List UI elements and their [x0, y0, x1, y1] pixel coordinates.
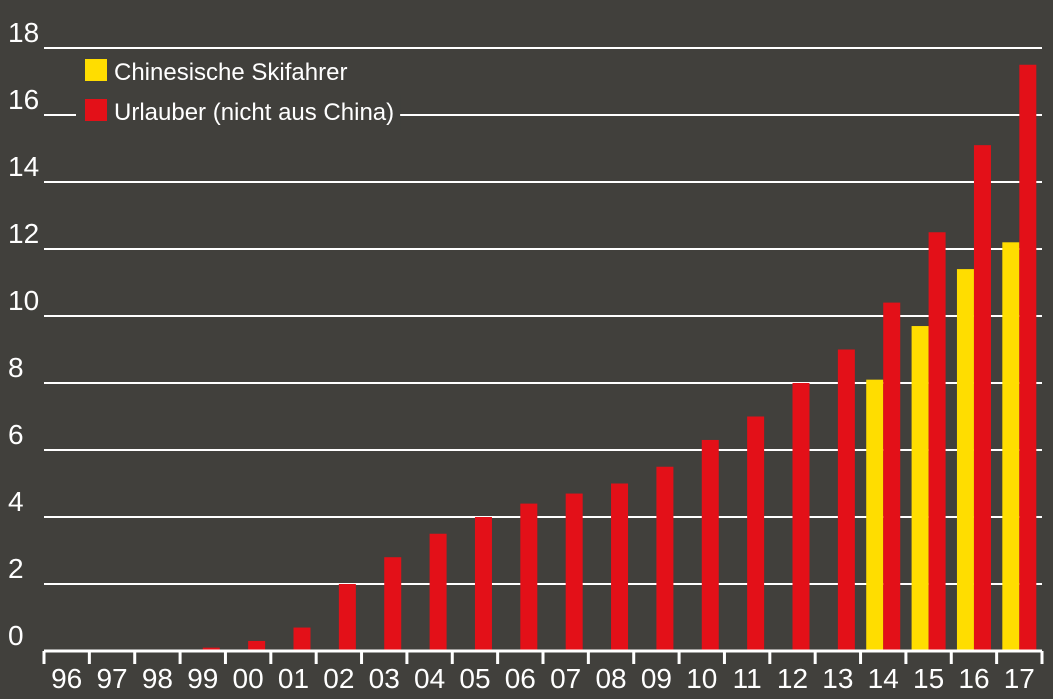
bar-urlauber-14 — [883, 302, 901, 651]
x-tick-label-15: 15 — [913, 663, 944, 694]
bar-urlauber-08 — [611, 483, 629, 651]
x-tick-label-17: 17 — [1004, 663, 1035, 694]
x-tick-label-03: 03 — [369, 663, 400, 694]
bar-chinesische-skifahrer-15 — [911, 326, 929, 651]
bar-urlauber-11 — [747, 416, 765, 651]
bar-urlauber-15 — [928, 232, 946, 651]
bar-urlauber-07 — [565, 493, 583, 651]
bar-urlauber-10 — [701, 439, 719, 651]
x-axis — [42, 649, 1044, 664]
x-tick-label-10: 10 — [686, 663, 717, 694]
legend: Chinesische Skifahrer Urlauber (nicht au… — [85, 59, 394, 126]
y-tick-label-12: 12 — [8, 218, 39, 249]
x-tick-label-08: 08 — [595, 663, 626, 694]
bar-urlauber-04 — [429, 533, 447, 651]
bar-urlauber-01 — [293, 627, 311, 651]
x-tick-label-09: 09 — [641, 663, 672, 694]
x-tick-label-06: 06 — [505, 663, 536, 694]
bar-urlauber-99 — [202, 647, 220, 651]
y-tick-label-4: 4 — [8, 486, 24, 517]
x-tick-label-96: 96 — [51, 663, 82, 694]
y-axis-labels: 0 2 4 6 8 10 12 14 16 18 — [8, 17, 39, 651]
x-tick-label-97: 97 — [96, 663, 127, 694]
bar-urlauber-02 — [338, 584, 356, 651]
x-axis-labels: 96 97 98 99 00 01 02 03 04 05 06 07 08 09 10 11 12 13 14 15… — [51, 663, 1035, 694]
bar-urlauber-17 — [1019, 64, 1037, 651]
bar-urlauber-05 — [474, 517, 492, 651]
bar-urlauber-00 — [248, 640, 266, 651]
y-tick-label-2: 2 — [8, 553, 24, 584]
bar-urlauber-09 — [656, 466, 674, 651]
bar-chinesische-skifahrer-16 — [956, 269, 974, 651]
bar-chinesische-skifahrer-17 — [1002, 242, 1020, 652]
legend-swatch-chinesische-skifahrer — [85, 59, 107, 81]
bar-urlauber-03 — [384, 557, 402, 651]
y-tick-label-10: 10 — [8, 285, 39, 316]
legend-mask — [76, 95, 401, 130]
x-tick-label-01: 01 — [278, 663, 309, 694]
bar-urlauber-13 — [837, 349, 855, 651]
y-tick-label-0: 0 — [8, 620, 24, 651]
x-tick-label-14: 14 — [868, 663, 899, 694]
legend-mask — [76, 55, 354, 90]
y-tick-label-8: 8 — [8, 352, 24, 383]
x-tick-label-16: 16 — [958, 663, 989, 694]
x-tick-label-12: 12 — [777, 663, 808, 694]
x-tick-label-98: 98 — [142, 663, 173, 694]
bar-urlauber-06 — [520, 503, 538, 651]
y-tick-label-14: 14 — [8, 151, 39, 182]
x-tick-label-04: 04 — [414, 663, 445, 694]
x-tick-label-99: 99 — [187, 663, 218, 694]
x-tick-label-13: 13 — [822, 663, 853, 694]
grid-lines — [44, 47, 1042, 585]
x-tick-label-05: 05 — [459, 663, 490, 694]
legend-swatch-urlauber — [85, 99, 107, 121]
x-tick-label-00: 00 — [233, 663, 264, 694]
legend-label-urlauber: Urlauber (nicht aus China) — [114, 99, 394, 126]
y-tick-label-6: 6 — [8, 419, 24, 450]
bar-chinesische-skifahrer-14 — [866, 379, 884, 651]
bars — [202, 64, 1037, 652]
x-tick-label-07: 07 — [550, 663, 581, 694]
bar-urlauber-12 — [792, 383, 810, 651]
x-tick-label-02: 02 — [323, 663, 354, 694]
legend-label-chinesische-skifahrer: Chinesische Skifahrer — [114, 59, 347, 86]
y-tick-label-16: 16 — [8, 84, 39, 115]
x-tick-label-11: 11 — [733, 663, 762, 694]
bar-urlauber-16 — [973, 145, 991, 651]
y-tick-label-18: 18 — [8, 17, 39, 48]
